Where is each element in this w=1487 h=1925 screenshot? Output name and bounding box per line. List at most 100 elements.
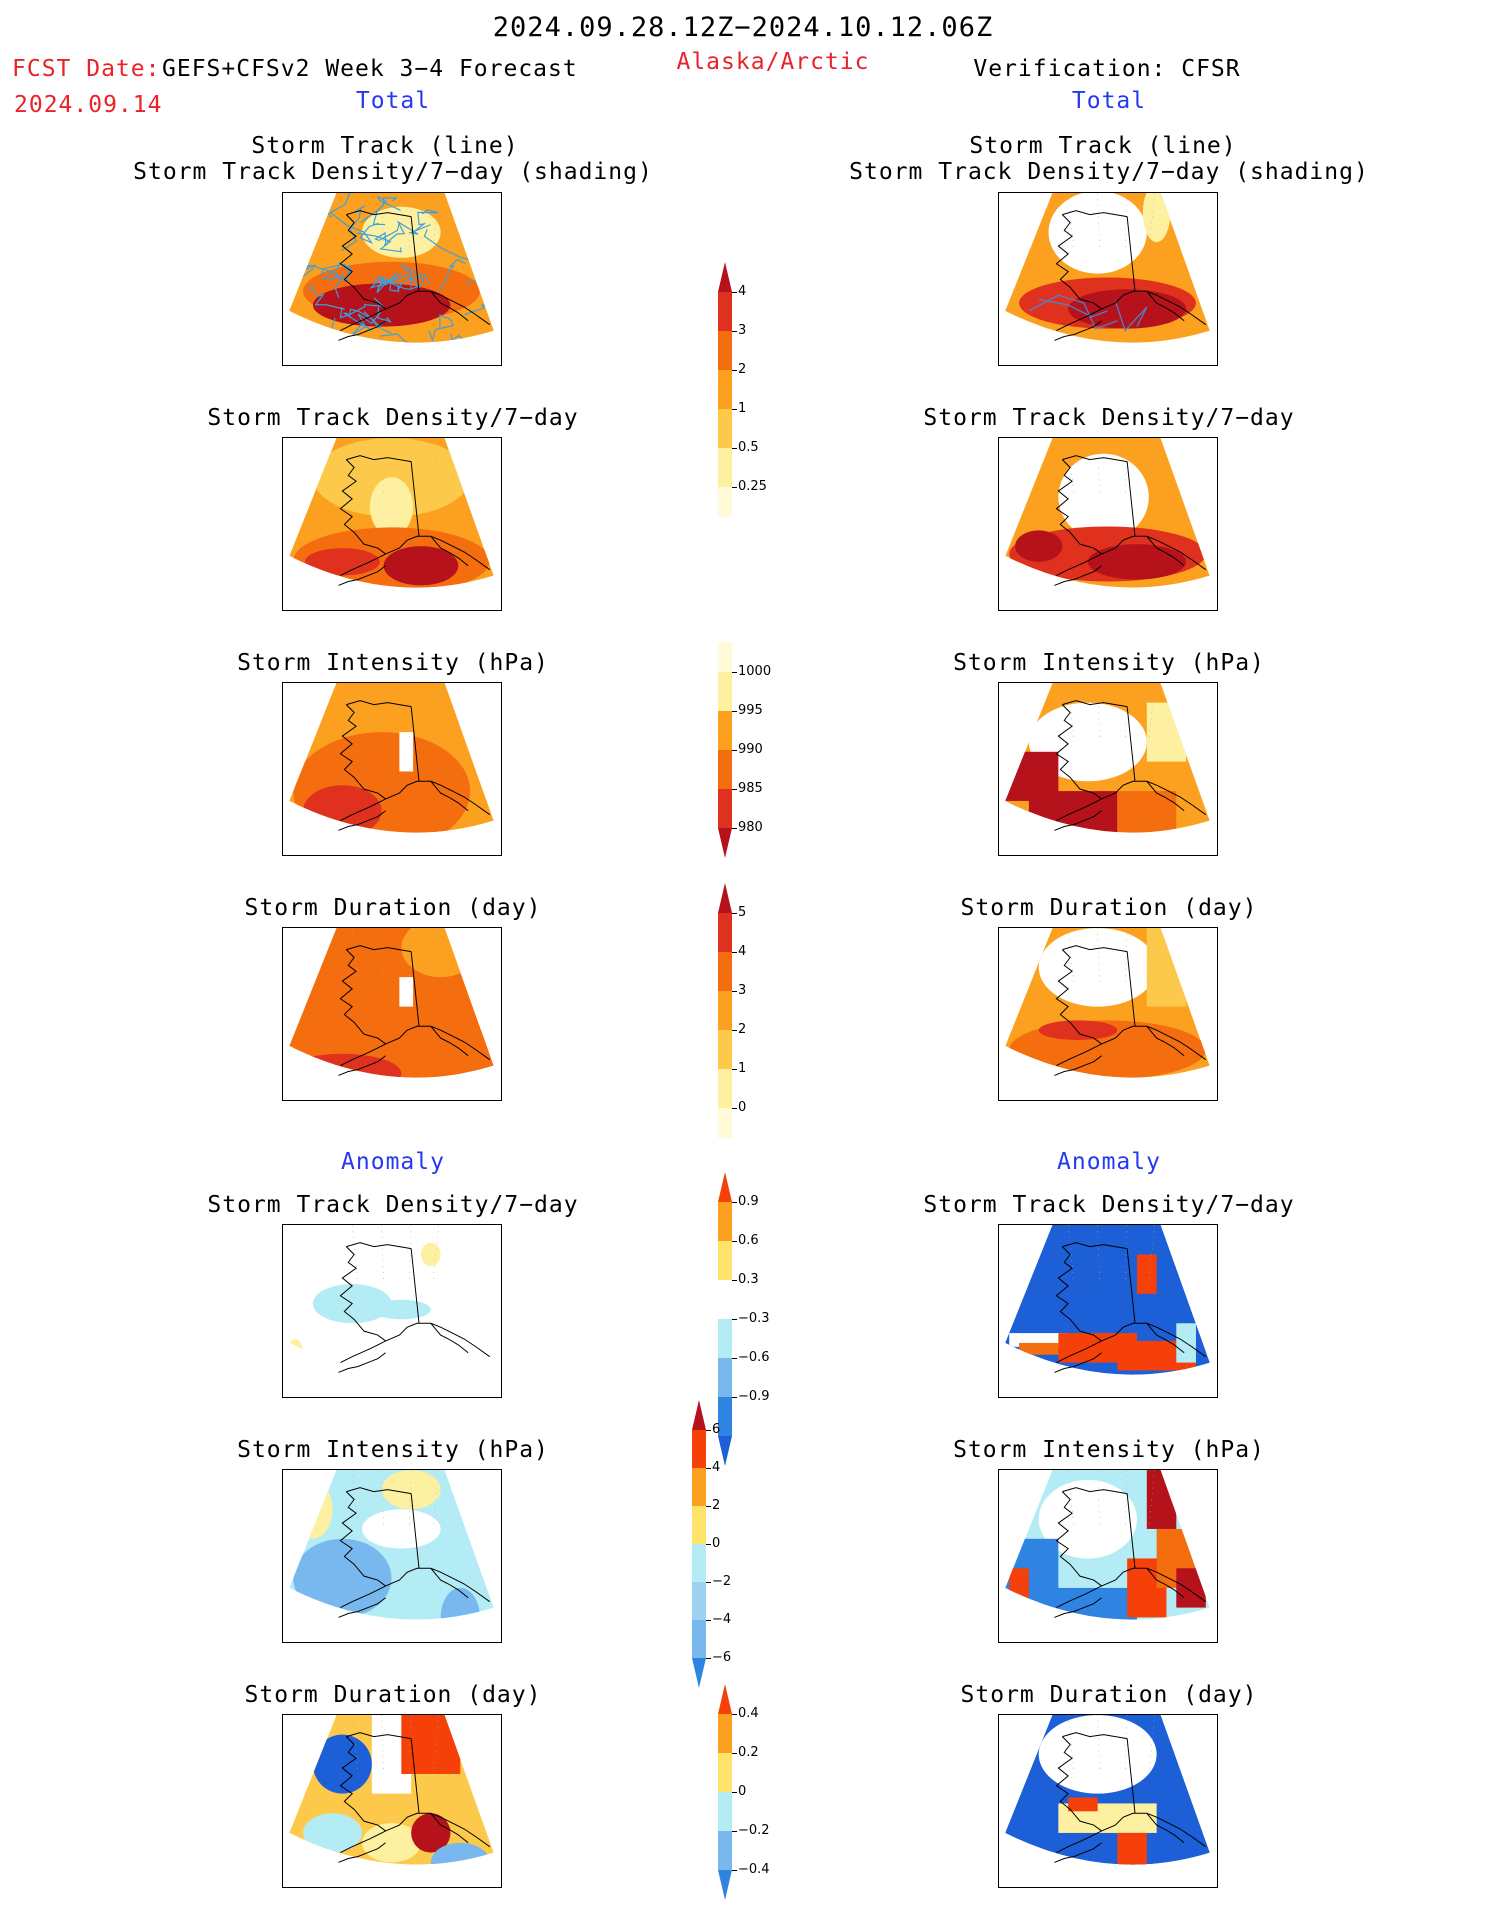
- right-title-anom-duration: Storm Duration (day): [960, 1682, 1258, 1708]
- map-graticule: [351, 193, 439, 252]
- colorbar-swatch: [718, 1319, 732, 1358]
- coastline: [1054, 320, 1102, 341]
- map-shading-region: [293, 1538, 392, 1618]
- colorbar-tick: [732, 1753, 737, 1754]
- colorbar-label: 3: [738, 983, 747, 998]
- colorbar-swatch: [692, 1506, 706, 1544]
- colorbar-tick: [732, 1108, 737, 1109]
- colorbar-tick: [732, 1280, 737, 1281]
- colorbar-label: −4: [712, 1612, 732, 1627]
- colorbar-label: −0.6: [738, 1350, 770, 1365]
- map-graticule: [1067, 193, 1155, 252]
- storm-track-line: [464, 303, 494, 323]
- colorbar-tick: [732, 750, 737, 751]
- colorbar-swatch: [718, 1280, 732, 1319]
- colorbar-swatch: [718, 1108, 732, 1138]
- colorbar-label: 1000: [738, 664, 772, 679]
- colorbar-label: 0.5: [738, 440, 759, 455]
- colorbar-label: −0.2: [738, 1823, 770, 1838]
- colorbar-tick: [732, 370, 737, 371]
- colorbar-label: 0.6: [738, 1233, 759, 1248]
- colorbar-swatch: [718, 672, 732, 711]
- colorbar-swatch: [718, 1397, 732, 1436]
- colorbar-swatch: [718, 448, 732, 487]
- storm-track-line: [372, 195, 401, 226]
- left-title-anom-density: Storm Track Density/7−day: [207, 1192, 579, 1218]
- coastline: [339, 1487, 491, 1609]
- map-shading-region: [289, 683, 494, 723]
- coastline: [339, 700, 491, 822]
- map-shading-region: [1087, 544, 1187, 580]
- colorbar-label: 0: [712, 1536, 721, 1551]
- storm-track-line: [465, 280, 494, 302]
- map-shading-region: [1038, 1587, 1137, 1620]
- map-left-intensity: [282, 682, 502, 856]
- map-right-duration: [998, 927, 1218, 1101]
- coastline: [338, 320, 386, 341]
- map-shading-region: [417, 1374, 445, 1375]
- map-shading-region: [1068, 1797, 1098, 1812]
- coastline: [1054, 1055, 1102, 1076]
- colorbar-swatch: [718, 1684, 732, 1714]
- map-graticule: [351, 683, 439, 742]
- colorbar-tick: [732, 1202, 737, 1203]
- colorbar-tick: [732, 1792, 737, 1793]
- right-title-intensity: Storm Intensity (hPa): [953, 650, 1265, 676]
- coastline: [1054, 1352, 1102, 1373]
- map-shading-region: [362, 1509, 441, 1549]
- storm-track-line: [386, 220, 431, 244]
- map-shading-region: [1005, 1225, 1210, 1375]
- map-right-track: [998, 192, 1218, 366]
- map-graticule: [351, 1470, 439, 1529]
- map-shading-region: [1146, 928, 1187, 1007]
- coastline: [338, 1055, 386, 1076]
- colorbar-tick: [732, 1319, 737, 1320]
- colorbar-density: 4 3 2 1 0.5 0.25: [718, 262, 778, 523]
- colorbar-label: 5: [738, 905, 747, 920]
- map-shading-region: [371, 1299, 431, 1320]
- coastline: [1054, 565, 1102, 586]
- map-left-track: [282, 192, 502, 366]
- colorbar-density-anomaly: 0.9 0.6 0.3 −0.3 −0.6 −0.9: [718, 1172, 778, 1472]
- colorbar-swatch: [692, 1430, 706, 1468]
- colorbar-label: −6: [712, 1650, 732, 1665]
- colorbar-label: 990: [738, 742, 763, 757]
- storm-track-line: [384, 272, 400, 293]
- colorbar-swatch: [718, 1358, 732, 1397]
- left-title-density: Storm Track Density/7−day: [207, 405, 579, 431]
- colorbar-swatch: [718, 1030, 732, 1069]
- colorbar-swatch: [692, 1468, 706, 1506]
- map-graticule: [1067, 1225, 1155, 1284]
- colorbar-label: 0: [738, 1784, 747, 1799]
- fcst-date: 2024.09.14: [14, 92, 163, 118]
- colorbar-tick: [732, 409, 737, 410]
- date-range-title: 2024.09.28.12Z−2024.10.12.06Z: [492, 12, 994, 43]
- right-title-density: Storm Track Density/7−day: [923, 405, 1295, 431]
- colorbar-tick: [732, 991, 737, 992]
- colorbar-swatch: [718, 292, 732, 331]
- left-title-anom-duration: Storm Duration (day): [244, 1682, 542, 1708]
- left-title-anom-intensity: Storm Intensity (hPa): [237, 1437, 549, 1463]
- colorbar-label: 0.4: [738, 1706, 759, 1721]
- colorbar-swatch: [718, 789, 732, 828]
- colorbar-tick: [732, 711, 737, 712]
- colorbar-label: 1: [738, 1061, 747, 1076]
- map-shading-region: [305, 548, 380, 576]
- colorbar-tick: [732, 913, 737, 914]
- map-right-anom-duration: [998, 1714, 1218, 1888]
- colorbar-tick: [732, 1069, 737, 1070]
- storm-track-line: [341, 205, 366, 251]
- map-graticule: [351, 1225, 439, 1284]
- fcst-label: FCST Date:: [12, 56, 161, 82]
- storm-track-line: [438, 258, 466, 292]
- map-shading-region: [1058, 453, 1149, 541]
- coastline: [338, 810, 386, 831]
- storm-track-line: [1038, 298, 1108, 318]
- colorbar-label: 995: [738, 703, 763, 718]
- map-shading-region: [1117, 1832, 1147, 1865]
- colorbar-label: 4: [738, 944, 747, 959]
- coastline: [1055, 1242, 1207, 1364]
- storm-track-line: [334, 262, 351, 298]
- colorbar-tick: [732, 292, 737, 293]
- colorbar-swatch: [718, 331, 732, 370]
